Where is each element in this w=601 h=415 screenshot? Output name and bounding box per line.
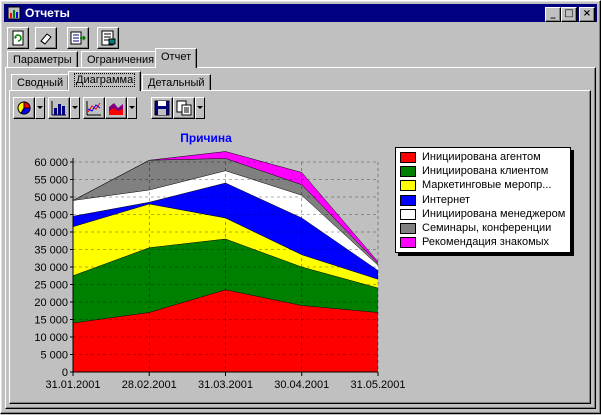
- tab-detailed[interactable]: Детальный: [142, 74, 211, 91]
- y-tick-label: 10 000: [34, 332, 68, 344]
- series-line-1: [72, 238, 379, 289]
- pie-chart-icon: [17, 101, 31, 115]
- close-button[interactable]: ×: [579, 7, 595, 22]
- app-icon: [7, 6, 21, 20]
- copy-dropdown[interactable]: [195, 97, 205, 119]
- y-tick-label: 40 000: [34, 227, 68, 239]
- tab-detailed-label: Детальный: [148, 77, 205, 89]
- legend-label: Интернет: [422, 193, 470, 206]
- clear-button[interactable]: [35, 27, 57, 49]
- legend-swatch: [400, 237, 416, 249]
- tab-parameters[interactable]: Параметры: [7, 51, 78, 68]
- y-tick-label: 30 000: [34, 262, 68, 274]
- y-tick-label: 5 000: [40, 350, 68, 362]
- y-tick-label: 25 000: [34, 280, 68, 292]
- pie-chart-button[interactable]: [13, 97, 35, 119]
- tab-report[interactable]: Отчет: [155, 48, 198, 68]
- legend-label: Инициирована агентом: [422, 151, 541, 163]
- tab-summary-label: Сводный: [17, 77, 64, 89]
- series-area-4: [73, 170, 378, 271]
- x-tick-label: 31.05.2001: [350, 379, 405, 391]
- bar-chart-icon: [51, 101, 66, 116]
- copy-icon: [176, 100, 192, 116]
- report-icon: [101, 30, 116, 46]
- y-tick-label: 55 000: [34, 175, 68, 187]
- series-line-6: [72, 151, 379, 262]
- legend-swatch: [400, 194, 416, 206]
- chart-title: Причина: [180, 131, 232, 145]
- bar-chart-button[interactable]: [48, 97, 70, 119]
- y-tick-label: 50 000: [34, 192, 68, 204]
- legend-label: Семинары, конференции: [422, 222, 552, 234]
- legend-label: Инициирована менеджером: [422, 207, 566, 220]
- minimize-button[interactable]: _: [545, 7, 561, 22]
- tab-diagram-label: Диаграмма: [74, 73, 136, 87]
- legend-swatch: [400, 223, 416, 234]
- eraser-icon: [40, 33, 52, 45]
- tab-summary[interactable]: Сводный: [11, 74, 70, 91]
- y-tick-label: 20 000: [34, 297, 68, 309]
- bar-chart-dropdown[interactable]: [70, 97, 80, 119]
- y-tick-label: 35 000: [34, 245, 68, 257]
- tab-parameters-label: Параметры: [13, 54, 72, 66]
- legend-swatch: [400, 152, 416, 163]
- pie-chart-dropdown[interactable]: [35, 97, 45, 119]
- tab-diagram[interactable]: Диаграмма: [68, 71, 142, 91]
- y-tick-label: 60 000: [34, 157, 68, 169]
- area-chart-dropdown[interactable]: [127, 97, 137, 119]
- y-tick-label: 15 000: [34, 315, 68, 327]
- x-tick-label: 31.03.2001: [198, 379, 253, 391]
- x-tick-label: 30.04.2001: [274, 379, 329, 391]
- area-chart-button[interactable]: [105, 97, 127, 119]
- print-report-button[interactable]: [97, 27, 119, 49]
- y-tick-label: 45 000: [34, 210, 68, 222]
- series-line-0: [72, 289, 379, 324]
- refresh-icon: [12, 30, 24, 46]
- save-button[interactable]: [151, 97, 173, 119]
- copy-button[interactable]: [173, 97, 195, 119]
- x-tick-label: 31.01.2001: [45, 379, 100, 391]
- line-chart-icon: [86, 101, 101, 116]
- maximize-button[interactable]: □: [561, 7, 577, 22]
- x-tick-label: 28.02.2001: [122, 379, 177, 391]
- legend-label: Инициирована клиентом: [422, 165, 549, 178]
- chart-legend: Инициирована агентом Инициирована клиенто…: [395, 147, 571, 253]
- series-line-2: [72, 203, 379, 280]
- line-chart-button[interactable]: [83, 97, 105, 119]
- series-line-4: [72, 170, 379, 266]
- title-bar[interactable]: Отчеты _ □ ×: [4, 4, 597, 22]
- series-area-3: [73, 183, 378, 280]
- window-title: Отчеты: [25, 6, 70, 20]
- legend-label: Рекомендация знакомых: [422, 236, 550, 249]
- series-line-3: [72, 182, 379, 271]
- area-chart-icon: [109, 103, 123, 115]
- legend-swatch: [400, 166, 416, 178]
- tab-report-label: Отчет: [161, 51, 192, 63]
- export-button[interactable]: [67, 27, 89, 49]
- tab-restrictions-label: Ограничения: [87, 54, 155, 66]
- save-icon: [154, 100, 170, 116]
- export-icon: [70, 31, 86, 45]
- legend-swatch: [400, 180, 416, 192]
- y-tick-label: 0: [62, 367, 68, 379]
- legend-label: Маркетинговые меропр...: [422, 179, 552, 192]
- refresh-button[interactable]: [7, 27, 29, 49]
- series-area-5: [73, 158, 378, 266]
- legend-swatch: [400, 208, 416, 220]
